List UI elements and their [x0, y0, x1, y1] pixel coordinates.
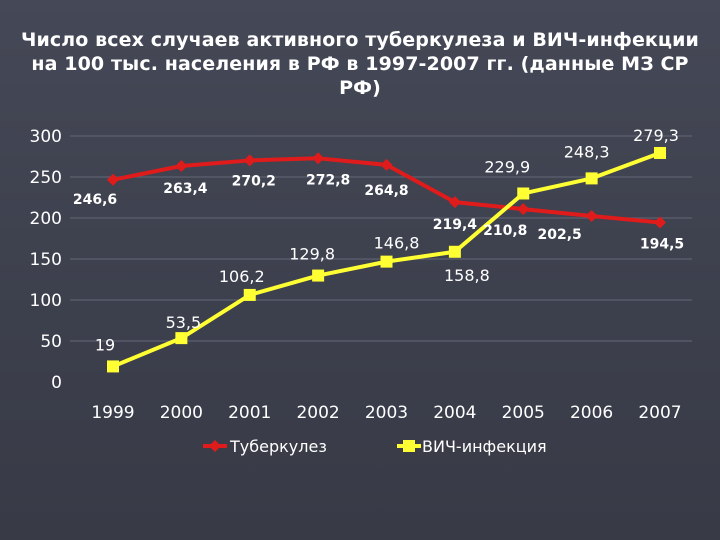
hiv-data-label: 229,9 [484, 157, 530, 176]
x-tick-label: 2007 [638, 403, 681, 423]
legend-tuberculosis-marker [209, 440, 221, 452]
x-tick-label: 2002 [296, 403, 339, 423]
hiv-data-label: 158,8 [444, 266, 490, 285]
hiv-data-label: 146,8 [374, 234, 420, 253]
hiv-point [243, 288, 256, 301]
x-tick-label: 2000 [160, 403, 203, 423]
hiv-data-label: 106,2 [219, 267, 265, 286]
tuberculosis-point [448, 196, 461, 209]
x-tick-label: 1999 [91, 403, 134, 423]
legend-hiv-label: ВИЧ-инфекция [422, 437, 547, 456]
tuberculosis-point [312, 152, 325, 165]
tuberculosis-data-label: 270,2 [232, 173, 276, 189]
series [107, 146, 666, 373]
y-axis-ticks: 0 50 100 150 200 250 300 [30, 127, 62, 393]
x-tick-label: 2006 [570, 403, 613, 423]
x-axis-ticks: 1999 2000 2001 2002 2003 2004 2005 2006 2007 [91, 403, 681, 423]
tuberculosis-point [107, 173, 119, 186]
tuberculosis-point [654, 216, 666, 229]
hiv-data-label: 129,8 [289, 245, 335, 264]
hiv-point [107, 360, 119, 373]
hiv-data-label: 19 [95, 335, 115, 354]
legend-tuberculosis-label: Туберкулез [229, 437, 327, 456]
tuberculosis-point [380, 158, 393, 171]
tuberculosis-point [175, 160, 188, 173]
tuberculosis-data-label: 272,8 [306, 172, 350, 188]
hiv-data-label: 248,3 [564, 142, 610, 161]
y-tick-label: 100 [30, 291, 62, 311]
y-tick-label: 150 [30, 250, 62, 270]
y-tick-label: 50 [40, 332, 62, 352]
tuberculosis-data-label: 202,5 [537, 227, 581, 243]
hiv-point [517, 187, 530, 200]
tuberculosis-data-label: 264,8 [364, 183, 408, 199]
legend: Туберкулез ВИЧ-инфекция [203, 437, 547, 456]
data-labels: 246,6 263,4 270,2 272,8 264,8 219,4 210,8 202,5… [73, 126, 684, 354]
tuberculosis-point [585, 209, 598, 222]
tuberculosis-point [243, 154, 256, 167]
x-tick-label: 2001 [228, 403, 271, 423]
hiv-data-label: 53,5 [166, 313, 202, 332]
y-tick-label: 300 [30, 127, 62, 147]
tuberculosis-data-label: 246,6 [73, 192, 117, 208]
tuberculosis-data-label: 263,4 [163, 181, 208, 197]
slide-title: Число всех случаев активного туберкулеза… [21, 29, 699, 99]
x-tick-label: 2003 [365, 403, 408, 423]
hiv-point [312, 269, 325, 282]
x-tick-label: 2005 [502, 403, 545, 423]
tuberculosis-point [517, 203, 530, 216]
y-tick-label: 0 [51, 373, 62, 393]
legend-hiv-marker [403, 440, 415, 452]
y-tick-label: 250 [30, 168, 62, 188]
x-tick-label: 2004 [433, 403, 476, 423]
tuberculosis-data-label: 210,8 [483, 223, 527, 239]
hiv-point [585, 172, 598, 185]
hiv-point [448, 245, 461, 258]
hiv-point [175, 332, 188, 345]
hiv-point [380, 255, 393, 268]
y-tick-label: 200 [30, 209, 62, 229]
tuberculosis-data-label: 219,4 [433, 217, 478, 233]
hiv-point [654, 146, 666, 159]
hiv-data-label: 279,3 [633, 126, 679, 145]
tuberculosis-data-label: 194,5 [640, 237, 684, 253]
